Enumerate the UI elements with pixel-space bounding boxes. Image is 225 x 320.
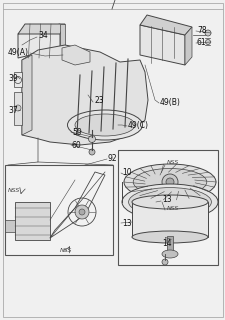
Text: 10: 10 xyxy=(122,167,131,177)
Text: 49(C): 49(C) xyxy=(127,121,148,130)
Ellipse shape xyxy=(161,250,177,258)
Ellipse shape xyxy=(122,184,217,220)
Text: 39: 39 xyxy=(8,74,18,83)
Ellipse shape xyxy=(75,114,134,136)
Text: 49(B): 49(B) xyxy=(159,98,180,107)
Circle shape xyxy=(161,174,177,190)
Text: 60: 60 xyxy=(72,140,81,149)
Polygon shape xyxy=(14,72,22,87)
Circle shape xyxy=(204,30,210,36)
Ellipse shape xyxy=(124,164,215,200)
Text: 59: 59 xyxy=(72,127,81,137)
Ellipse shape xyxy=(67,110,142,140)
Ellipse shape xyxy=(131,195,207,209)
FancyBboxPatch shape xyxy=(5,165,112,255)
Polygon shape xyxy=(60,24,65,48)
Text: 37: 37 xyxy=(8,106,18,115)
Text: NSS: NSS xyxy=(166,205,179,211)
FancyBboxPatch shape xyxy=(117,150,217,265)
Text: 13: 13 xyxy=(161,196,171,204)
Polygon shape xyxy=(22,55,32,135)
Circle shape xyxy=(165,178,173,186)
Text: 34: 34 xyxy=(38,30,47,39)
Text: 61: 61 xyxy=(196,37,206,46)
Text: 23: 23 xyxy=(94,95,104,105)
Polygon shape xyxy=(18,24,65,34)
Ellipse shape xyxy=(128,188,210,216)
Text: 49(A): 49(A) xyxy=(8,47,29,57)
Circle shape xyxy=(161,259,167,265)
Circle shape xyxy=(75,205,89,219)
Circle shape xyxy=(88,135,95,142)
Circle shape xyxy=(205,39,209,44)
Bar xyxy=(166,236,172,254)
Polygon shape xyxy=(139,25,184,65)
Polygon shape xyxy=(62,45,90,65)
Text: NSS: NSS xyxy=(8,188,20,193)
Polygon shape xyxy=(22,45,147,145)
Polygon shape xyxy=(15,202,50,240)
Ellipse shape xyxy=(131,231,207,243)
Text: 13: 13 xyxy=(122,219,131,228)
Bar xyxy=(131,202,207,237)
Text: 92: 92 xyxy=(108,154,117,163)
Polygon shape xyxy=(14,92,22,125)
Text: NSS: NSS xyxy=(60,247,72,252)
Circle shape xyxy=(15,105,21,111)
Text: 78: 78 xyxy=(196,26,206,35)
Polygon shape xyxy=(5,220,15,232)
Text: 14: 14 xyxy=(161,238,171,247)
Polygon shape xyxy=(139,15,191,35)
Ellipse shape xyxy=(133,169,206,196)
Circle shape xyxy=(79,209,85,215)
Polygon shape xyxy=(18,24,60,58)
Text: NSS: NSS xyxy=(166,159,179,164)
Circle shape xyxy=(89,149,94,155)
Polygon shape xyxy=(184,27,191,65)
